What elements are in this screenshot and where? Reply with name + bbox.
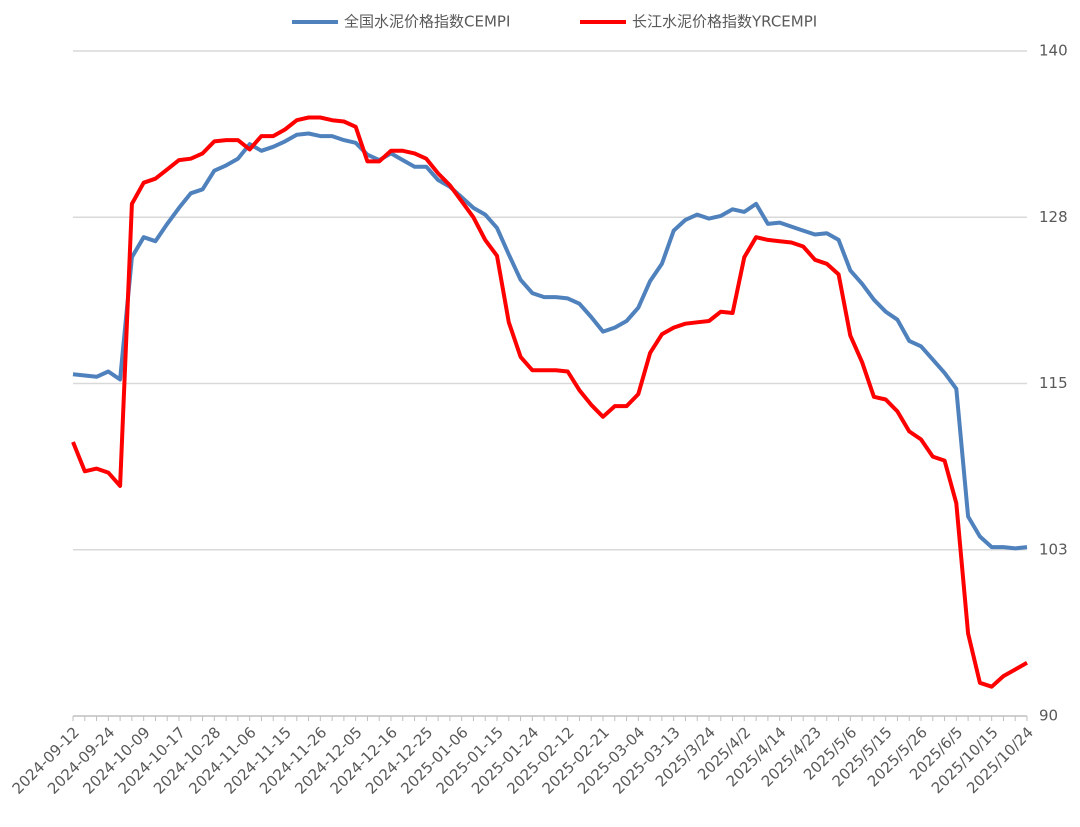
legend-label: 全国水泥价格指数CEMPI <box>344 13 510 31</box>
y-tick-label: 115 <box>1039 374 1068 392</box>
y-tick-label: 140 <box>1039 42 1068 60</box>
y-tick-label: 103 <box>1039 540 1068 558</box>
y-tick-label: 128 <box>1039 208 1068 226</box>
series-line <box>72 131 1028 551</box>
legend-label: 长江水泥价格指数YRCEMPI <box>632 13 817 31</box>
series-line <box>71 115 1028 689</box>
y-tick-label: 90 <box>1039 707 1058 725</box>
